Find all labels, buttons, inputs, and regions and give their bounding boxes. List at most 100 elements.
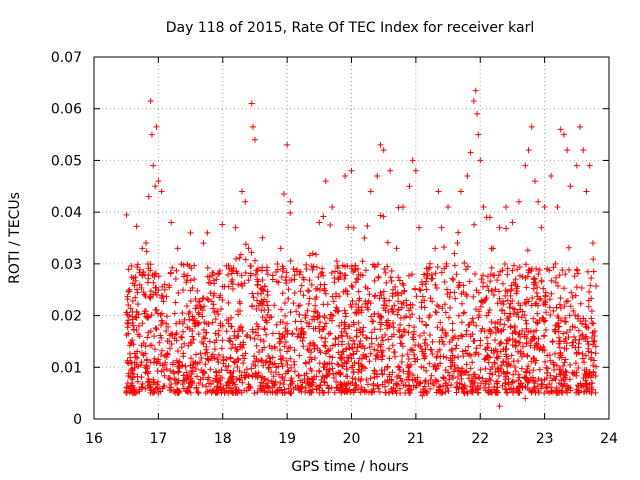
data-point [531,275,538,282]
data-point [488,264,495,271]
data-point [154,367,161,374]
data-point [463,368,470,375]
data-point [363,335,370,342]
data-point [167,270,174,277]
data-point [568,289,575,296]
data-point [322,290,329,297]
data-point [479,325,486,332]
data-point [519,343,526,350]
data-point [382,331,389,338]
data-point [388,277,395,284]
data-point [458,332,465,339]
data-point [321,314,328,321]
data-point [293,326,300,333]
data-point [364,285,371,292]
data-point [366,291,373,298]
data-point [195,309,202,316]
x-tick-label: 16 [85,431,103,447]
data-point [144,378,151,385]
data-point [385,336,392,343]
data-point [279,319,286,326]
data-point [426,360,433,367]
data-point [517,383,524,390]
data-point [429,298,436,305]
data-point [185,372,192,379]
data-point [551,350,558,357]
data-point [525,269,532,276]
data-point [517,350,524,357]
data-point [212,315,219,322]
data-point [214,389,221,396]
data-point [173,357,180,364]
data-point [174,245,181,252]
data-point [541,203,548,210]
data-point [493,389,500,396]
data-point [152,270,159,277]
data-point [232,389,239,396]
x-tick-label: 22 [471,431,489,447]
data-point [264,302,271,309]
data-point [295,303,302,310]
data-point [418,303,425,310]
data-point [233,334,240,341]
data-point [582,321,589,328]
data-point [555,387,562,394]
data-point [439,326,446,333]
data-point [147,359,154,366]
data-point [515,300,522,307]
data-point [531,385,538,392]
data-point [258,385,265,392]
data-point [201,303,208,310]
data-point [507,292,514,299]
data-point [364,222,371,229]
data-point [203,329,210,336]
data-point [564,147,571,154]
data-point [538,277,545,284]
data-point [375,354,382,361]
data-point [171,335,178,342]
data-point [315,274,322,281]
data-point [368,313,375,320]
data-point [297,288,304,295]
data-point [534,293,541,300]
data-point [253,306,260,313]
data-point [233,386,240,393]
data-point [343,330,350,337]
data-point [586,288,593,295]
data-point [322,361,329,368]
data-point [398,300,405,307]
data-point [321,287,328,294]
data-point [581,359,588,366]
data-point [248,249,255,256]
data-point [583,387,590,394]
data-point [567,361,574,368]
data-point [510,262,517,269]
data-point [184,277,191,284]
data-point [347,389,354,396]
data-point [467,352,474,359]
data-point [175,377,182,384]
data-point [238,272,245,279]
data-point [130,275,137,282]
data-point [372,292,379,299]
data-point [441,301,448,308]
data-point [531,275,538,282]
data-point [306,389,313,396]
data-point [311,343,318,350]
data-point [375,274,382,281]
data-point [302,389,309,396]
data-point [131,350,138,357]
data-point [318,334,325,341]
data-point [265,352,272,359]
data-point [406,272,413,279]
data-point [196,298,203,305]
data-point [577,300,584,307]
data-point [285,295,292,302]
data-point [249,290,256,297]
data-point [510,310,517,317]
data-point [530,285,537,292]
data-point [125,330,132,337]
data-point [550,264,557,271]
data-point [250,361,257,368]
data-point [436,383,443,390]
